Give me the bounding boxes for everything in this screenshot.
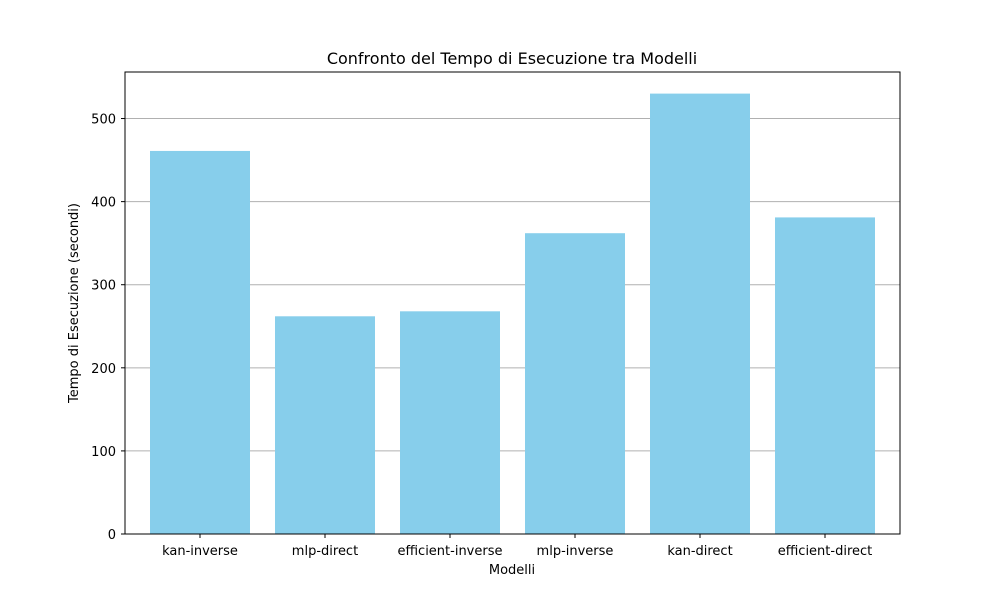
y-tick-label: 200 [91, 362, 116, 377]
x-tick-label: kan-direct [667, 544, 732, 559]
chart-title: Confronto del Tempo di Esecuzione tra Mo… [327, 49, 697, 68]
plot-frame [124, 71, 901, 535]
y-axis-label: Tempo di Esecuzione (secondi) [67, 203, 82, 404]
bar-efficient-direct [775, 217, 875, 534]
y-tick-label: 100 [91, 445, 116, 460]
x-tick-label: efficient-direct [778, 544, 873, 559]
bars [150, 93, 875, 535]
bar-kan-inverse [150, 150, 250, 534]
bar-mlp-direct [275, 316, 375, 534]
bar-mlp-inverse [525, 233, 625, 535]
y-axis-ticks: 0 100 200 300 400 500 [91, 113, 125, 543]
x-tick-label: kan-inverse [162, 544, 238, 559]
y-tick-label: 0 [108, 528, 116, 543]
x-tick-label: mlp-inverse [537, 544, 614, 559]
bar-efficient-inverse [400, 311, 500, 534]
y-tick-label: 400 [91, 196, 116, 211]
y-tick-label: 500 [91, 113, 116, 128]
x-tick-label: mlp-direct [292, 544, 358, 559]
x-axis-label: Modelli [489, 563, 535, 578]
bar-kan-direct [650, 93, 750, 535]
x-axis-ticks: kan-inverse mlp-direct efficient-inverse ml… [162, 534, 872, 559]
x-tick-label: efficient-inverse [397, 544, 502, 559]
y-tick-label: 300 [91, 279, 116, 294]
